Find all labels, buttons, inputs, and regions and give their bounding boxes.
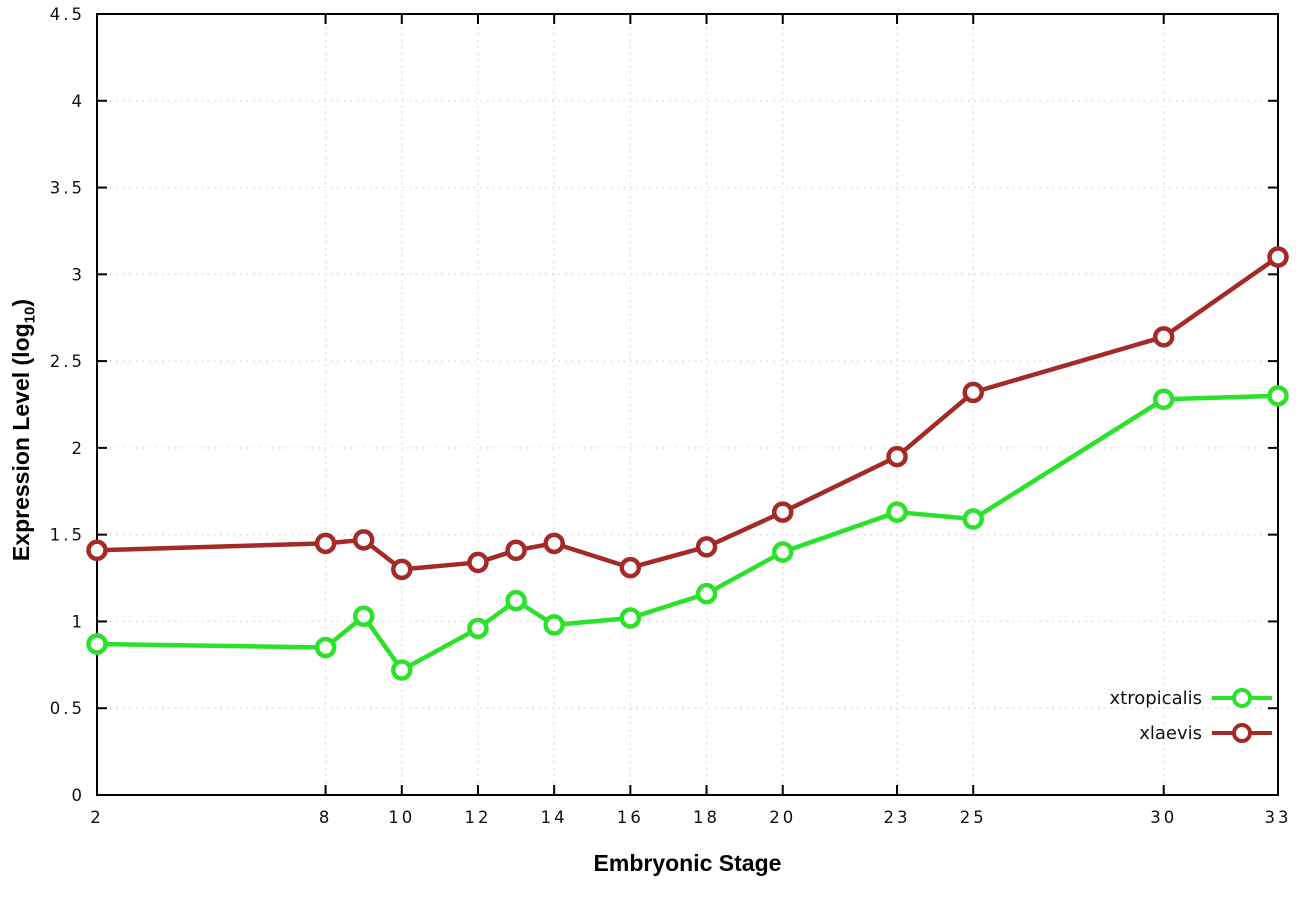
data-point-xlaevis bbox=[962, 381, 984, 404]
data-point-xtropicalis bbox=[695, 582, 718, 605]
data-point-xtropicalis bbox=[505, 589, 527, 612]
data-point-xlaevis bbox=[886, 445, 908, 468]
y-tick-label: 3.5 bbox=[50, 179, 85, 198]
x-tick-label: 10 bbox=[388, 808, 415, 827]
x-tick-label: 33 bbox=[1265, 808, 1292, 827]
x-tick-label: 12 bbox=[464, 808, 491, 827]
data-point-xtropicalis bbox=[1267, 385, 1289, 407]
data-point-xtropicalis bbox=[314, 636, 337, 659]
data-point-xtropicalis bbox=[619, 607, 642, 629]
legend: xtropicalis xlaevis bbox=[1110, 686, 1274, 745]
data-point-xlaevis bbox=[543, 532, 565, 555]
data-point-xlaevis bbox=[1152, 326, 1175, 348]
x-tick-label: 18 bbox=[693, 808, 720, 827]
data-point-xlaevis bbox=[1267, 246, 1289, 268]
series-line-xtropicalis bbox=[94, 393, 1281, 673]
data-point-xtropicalis bbox=[886, 501, 908, 523]
data-point-xtropicalis bbox=[391, 659, 413, 681]
data-point-xtropicalis bbox=[543, 614, 565, 636]
data-point-xtropicalis bbox=[962, 508, 984, 530]
data-point-xlaevis bbox=[619, 556, 642, 579]
x-axis-title: Embryonic Stage bbox=[593, 850, 782, 876]
series-line-xlaevis bbox=[94, 254, 1281, 572]
x-tick-label: 25 bbox=[960, 808, 987, 827]
data-point-xlaevis bbox=[467, 551, 489, 574]
y-tick-label: 2.5 bbox=[50, 352, 85, 371]
data-point-xtropicalis bbox=[1152, 388, 1175, 411]
y-axis-title-text: Expression Level (log bbox=[8, 323, 34, 562]
x-tick-label: 20 bbox=[769, 808, 796, 827]
data-point-xlaevis bbox=[695, 536, 718, 558]
data-point-xlaevis bbox=[391, 558, 413, 581]
data-point-xlaevis bbox=[352, 529, 375, 551]
x-tick-label: 30 bbox=[1150, 808, 1177, 827]
data-point-xtropicalis bbox=[771, 541, 794, 563]
data-point-xlaevis bbox=[505, 539, 527, 562]
y-tick-label: 2 bbox=[72, 439, 86, 458]
data-point-xlaevis bbox=[771, 501, 794, 523]
legend-label-xlaevis: xlaevis bbox=[1139, 722, 1202, 744]
y-axis-title: Expression Level (log10) bbox=[8, 220, 39, 640]
y-tick-label: 4.5 bbox=[50, 5, 85, 24]
legend-marker-xtropicalis bbox=[1212, 688, 1272, 708]
data-point-xlaevis bbox=[314, 532, 337, 555]
data-point-xtropicalis bbox=[467, 617, 489, 640]
x-tick-label: 2 bbox=[90, 808, 104, 827]
y-tick-label: 4 bbox=[72, 92, 86, 111]
data-point-xtropicalis bbox=[352, 605, 375, 627]
legend-item-xlaevis: xlaevis bbox=[1139, 721, 1274, 745]
y-axis-title-subscript: 10 bbox=[21, 306, 39, 324]
y-axis-title-suffix: ) bbox=[8, 298, 34, 307]
plot-frame bbox=[96, 13, 1279, 796]
data-point-xlaevis bbox=[86, 539, 108, 562]
x-tick-label: 16 bbox=[617, 808, 644, 827]
x-tick-label: 23 bbox=[884, 808, 911, 827]
y-tick-label: 0.5 bbox=[50, 699, 85, 718]
y-tick-label: 1.5 bbox=[50, 526, 85, 545]
legend-marker-xlaevis bbox=[1212, 723, 1272, 743]
legend-label-xtropicalis: xtropicalis bbox=[1109, 687, 1202, 709]
y-tick-label: 1 bbox=[72, 612, 86, 631]
legend-item-xtropicalis: xtropicalis bbox=[1110, 686, 1274, 710]
x-tick-label: 14 bbox=[541, 808, 568, 827]
data-point-xtropicalis bbox=[86, 633, 108, 655]
x-tick-label: 8 bbox=[319, 808, 333, 827]
y-tick-label: 0 bbox=[72, 786, 86, 805]
y-tick-label: 3 bbox=[72, 265, 86, 284]
